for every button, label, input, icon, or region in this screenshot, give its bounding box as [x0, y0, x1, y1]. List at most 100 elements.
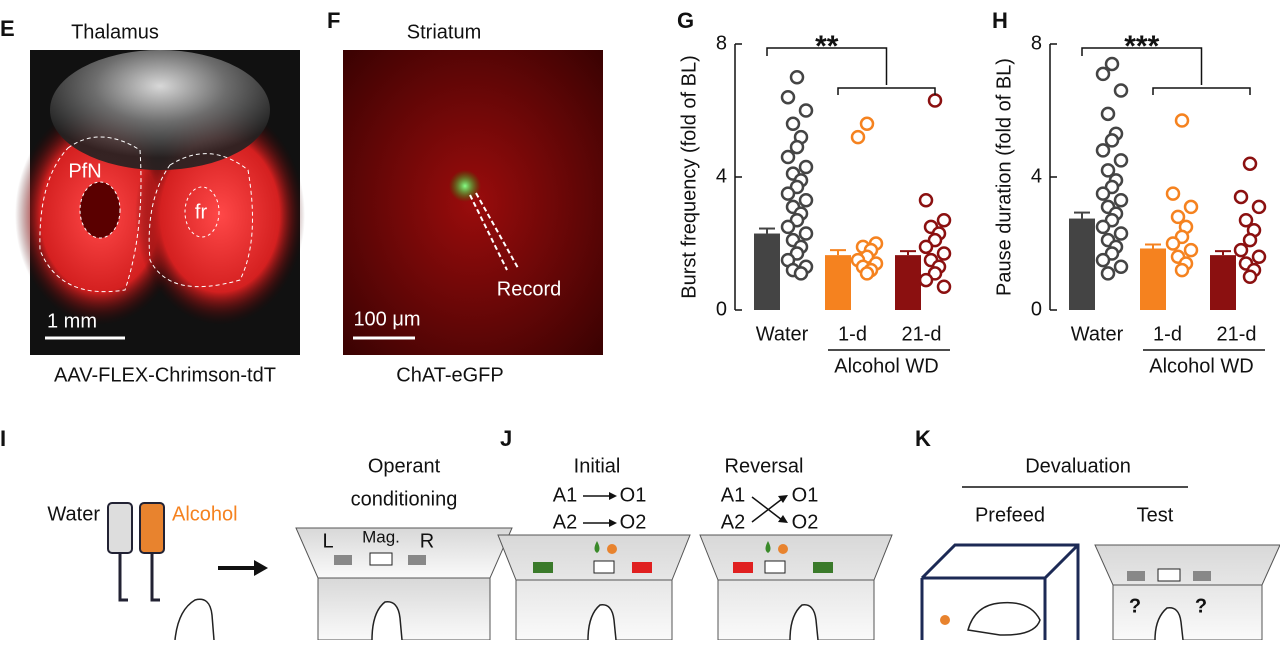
data-point: [859, 266, 875, 281]
data-point: [1095, 252, 1111, 268]
data-point: [1113, 226, 1129, 241]
outcome: O2: [792, 511, 819, 533]
image-title: Thalamus: [71, 21, 159, 43]
question: ?: [1129, 595, 1141, 617]
data-point: [918, 272, 934, 288]
data-point: [918, 193, 934, 208]
mouse: [1154, 607, 1184, 641]
panel-letter: J: [500, 426, 512, 451]
phase-label: Prefeed: [975, 504, 1045, 526]
outline: [39, 136, 142, 293]
data-point: [1104, 133, 1120, 148]
data-point: [1183, 242, 1199, 258]
bracket: [1081, 47, 1203, 85]
data-point: [1251, 249, 1267, 265]
data-point: [1095, 219, 1111, 235]
data-point: [1113, 259, 1129, 275]
region-label: fr: [195, 201, 208, 223]
bracket: [837, 87, 936, 95]
mouse: [174, 598, 215, 641]
pipette: [475, 192, 519, 269]
data-point: [1165, 186, 1181, 201]
outline: [184, 186, 220, 238]
region-label: PfN: [68, 160, 101, 182]
caption: AAV-FLEX-Chrimson-tdT: [54, 364, 276, 386]
magazine: [1157, 568, 1181, 582]
data-point: [1242, 156, 1258, 171]
magazine-label: Mag.: [362, 527, 400, 546]
outline: [148, 153, 253, 288]
section-title: Devaluation: [1025, 455, 1131, 477]
y-axis-label: Pause duration (fold of BL): [993, 58, 1015, 296]
data-point: [780, 219, 796, 235]
data-point: [798, 226, 814, 241]
data-point: [1113, 193, 1129, 208]
mouse: [789, 604, 819, 641]
pellet: [940, 615, 950, 625]
scale-label: 1 mm: [47, 310, 97, 332]
outline: [79, 181, 121, 239]
drop: [765, 541, 771, 553]
phase-label: Test: [1137, 504, 1174, 526]
y-tick-label: 8: [1031, 32, 1042, 54]
data-point: [1183, 199, 1199, 215]
action: A2: [553, 511, 577, 533]
data-point: [1238, 212, 1254, 228]
data-point: [780, 149, 796, 165]
annotation: Record: [497, 278, 561, 300]
pellet: [607, 544, 617, 554]
data-point: [850, 129, 866, 145]
arrow: [751, 496, 783, 521]
bottle: [139, 502, 165, 554]
data-point: [1113, 153, 1129, 168]
x-tick-label: Water: [756, 323, 809, 345]
data-point: [780, 186, 796, 201]
data-point: [780, 89, 796, 105]
lever-label: L: [322, 530, 333, 552]
bar: [825, 255, 851, 310]
panel-j: J Initial Reversal A1 A2 O1 O2 A1 A2 O1 …: [497, 426, 893, 641]
outcome: O1: [792, 484, 819, 506]
significance: ***: [1124, 30, 1159, 63]
schedule-title: Reversal: [725, 455, 804, 477]
box: [317, 577, 491, 641]
data-point: [1233, 242, 1249, 258]
action: A1: [721, 484, 745, 506]
bar: [754, 233, 780, 310]
data-point: [1095, 66, 1111, 82]
data-point: [1100, 106, 1116, 122]
data-point: [1242, 232, 1258, 248]
data-point: [798, 159, 814, 175]
cage: [920, 543, 1080, 640]
x-tick-label: 21-d: [1216, 323, 1256, 345]
bar: [895, 255, 921, 310]
data-point: [1251, 199, 1267, 215]
arrow-head: [778, 495, 788, 523]
action: A1: [553, 484, 577, 506]
y-axis-label: Burst frequency (fold of BL): [678, 55, 700, 298]
data-point: [1095, 186, 1111, 201]
charts: G Burst frequency (fold of BL) 0 4 8 Water 1-d…: [677, 8, 1267, 377]
caption: ChAT-eGFP: [396, 364, 503, 386]
magazine: [593, 560, 615, 574]
y-tick-label: 4: [716, 165, 727, 187]
panel-letter: I: [0, 426, 6, 451]
lever: [632, 562, 652, 573]
outcome: O1: [620, 484, 647, 506]
bar: [1069, 218, 1095, 310]
y-tick-label: 0: [1031, 298, 1042, 320]
data-point: [1174, 113, 1190, 128]
mouse: [587, 604, 617, 641]
panel-i: I Water Alcohol Operant conditioning L M…: [0, 426, 513, 641]
data-point: [1233, 189, 1249, 205]
bottle-label: Water: [47, 503, 100, 525]
lever: [1127, 571, 1145, 581]
data-point: [798, 193, 814, 208]
significance: **: [815, 30, 839, 63]
bracket: [1152, 87, 1251, 95]
data-point: [918, 239, 934, 255]
panel-e: E Thalamus PfN fr 1 mm AAV-FLEX-Chrimson…: [0, 16, 305, 386]
image-title: Striatum: [407, 21, 481, 43]
arrow: [751, 498, 783, 523]
